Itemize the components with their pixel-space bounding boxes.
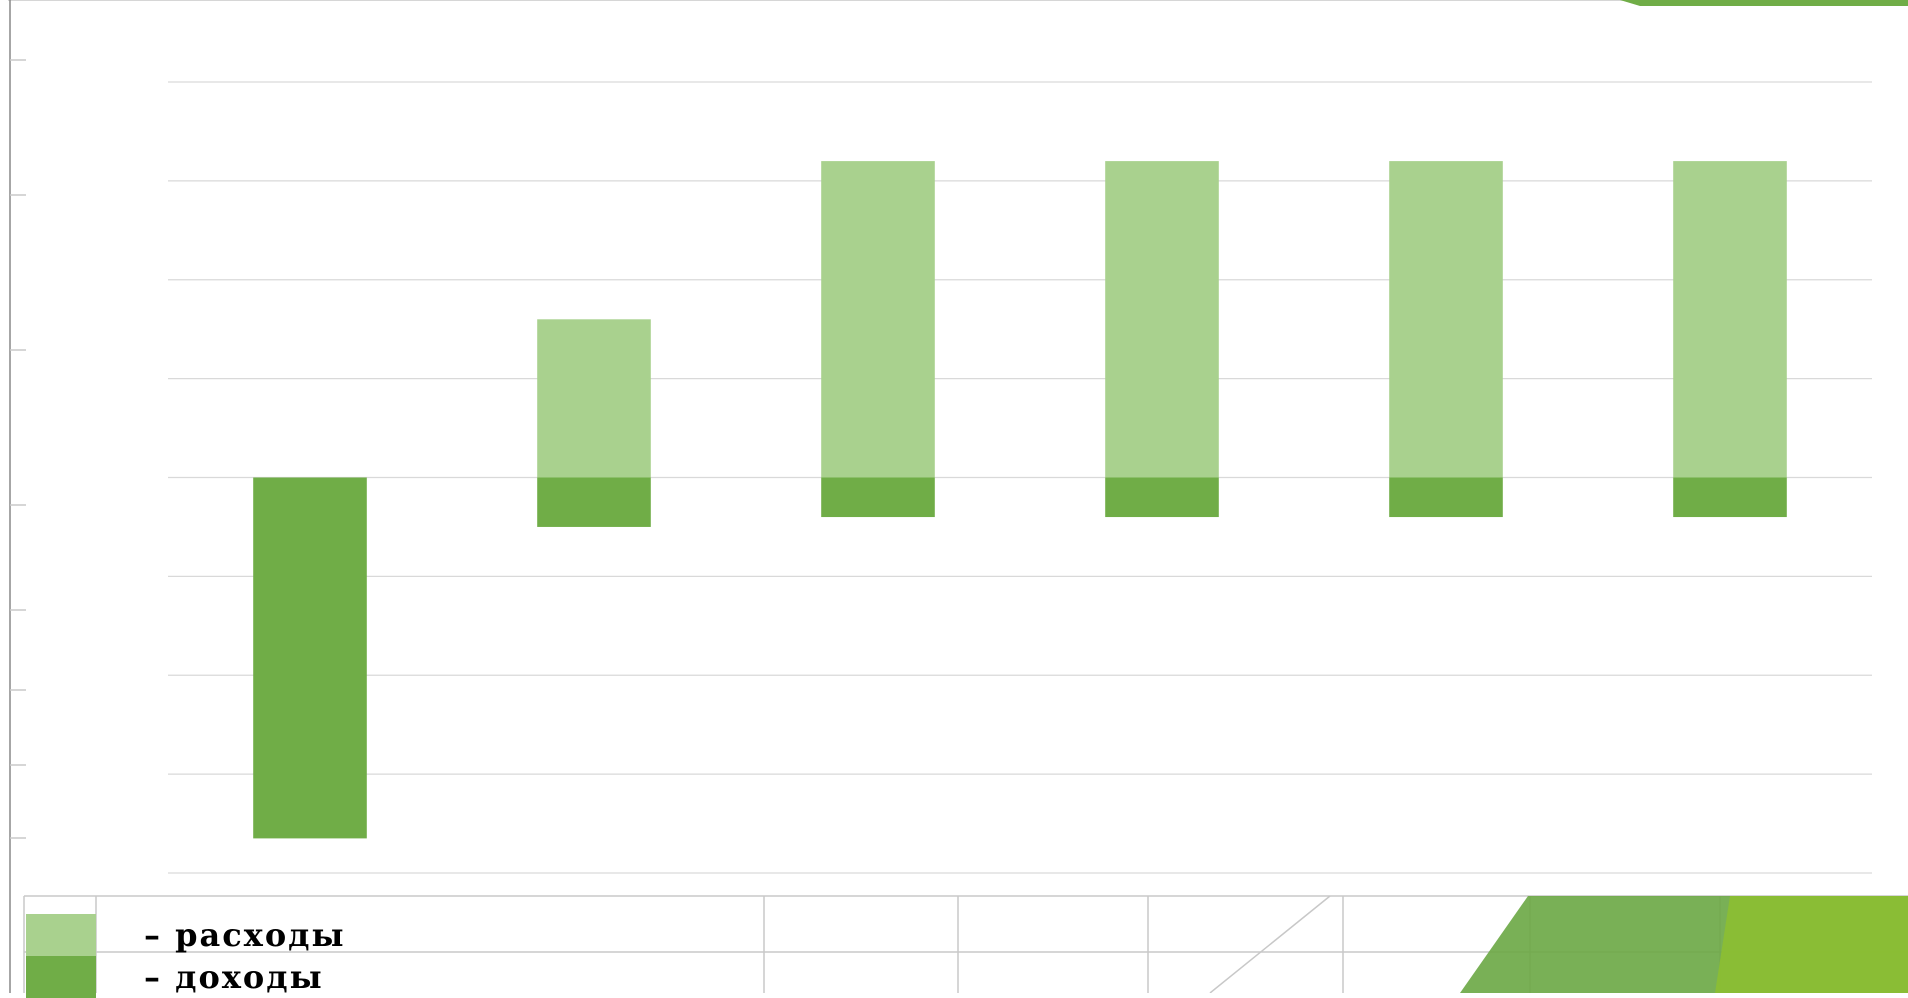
legend-label-expenses: – расходы <box>144 916 346 954</box>
bar-expenses-6 <box>1673 161 1787 478</box>
legend-item-income: – доходы <box>26 956 766 998</box>
bar-expenses-5 <box>1389 161 1503 478</box>
decor-diagonal-line <box>1209 895 1331 993</box>
legend-label-income: – доходы <box>144 958 324 996</box>
legend-swatch-expenses <box>26 914 96 956</box>
bar-expenses-4 <box>1105 161 1219 478</box>
decor-corner-top <box>1620 0 1908 6</box>
bar-income-1 <box>253 477 367 839</box>
bar-income-4 <box>1105 477 1219 518</box>
chart-bars <box>253 161 1787 839</box>
decor-triangle-light <box>1715 896 1908 993</box>
bar-income-2 <box>537 477 651 527</box>
legend-item-expenses: – расходы <box>26 914 766 956</box>
bar-income-3 <box>821 477 935 518</box>
legend-swatch-income <box>26 956 96 998</box>
bar-expenses-2 <box>537 319 651 478</box>
bar-income-5 <box>1389 477 1503 518</box>
bar-income-6 <box>1673 477 1787 518</box>
bar-expenses-3 <box>821 161 935 478</box>
chart-gridlines <box>168 81 1872 874</box>
